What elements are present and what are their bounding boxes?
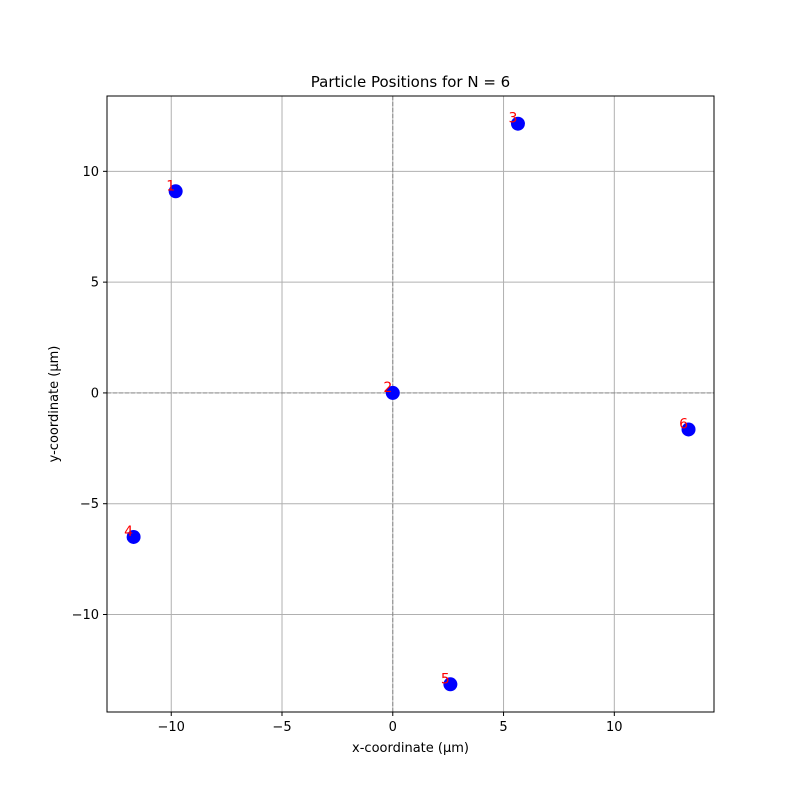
zero-lines-layer [107,96,714,712]
particle-label-2: 2 [383,380,392,396]
y-tick-label: −10 [72,608,99,623]
particle-point-4 [126,529,141,544]
particle-label-6: 6 [679,416,688,432]
particle-label-3: 3 [508,111,517,127]
x-tick-label: 10 [606,720,623,735]
grid-layer [107,96,714,712]
chart-title: Particle Positions for N = 6 [311,73,510,91]
y-tick-label: −5 [80,497,99,512]
particle-point-5 [443,677,458,692]
particle-label-1: 1 [166,178,175,194]
x-tick-label: 5 [499,720,507,735]
y-tick-label: 5 [91,276,99,291]
particle-point-1 [168,184,183,199]
x-tick-label: −10 [158,720,185,735]
ticks-layer: −10 −5 0 5 10 −10 −5 0 5 10 [72,165,623,735]
y-axis-label: y-coordinate (μm) [47,346,62,463]
particle-point-6 [681,422,696,437]
x-tick-label: 0 [389,720,397,735]
x-axis-label: x-coordinate (μm) [352,741,469,756]
particle-point-2 [385,385,400,400]
points-layer: 1 2 3 4 5 6 [124,111,696,692]
particle-label-5: 5 [441,671,450,687]
particle-label-4: 4 [124,524,133,540]
particle-point-3 [510,116,525,131]
plot-frame [106,95,715,713]
y-tick-label: 0 [91,386,99,401]
x-tick-label: −5 [272,720,291,735]
y-tick-label: 10 [82,165,99,180]
